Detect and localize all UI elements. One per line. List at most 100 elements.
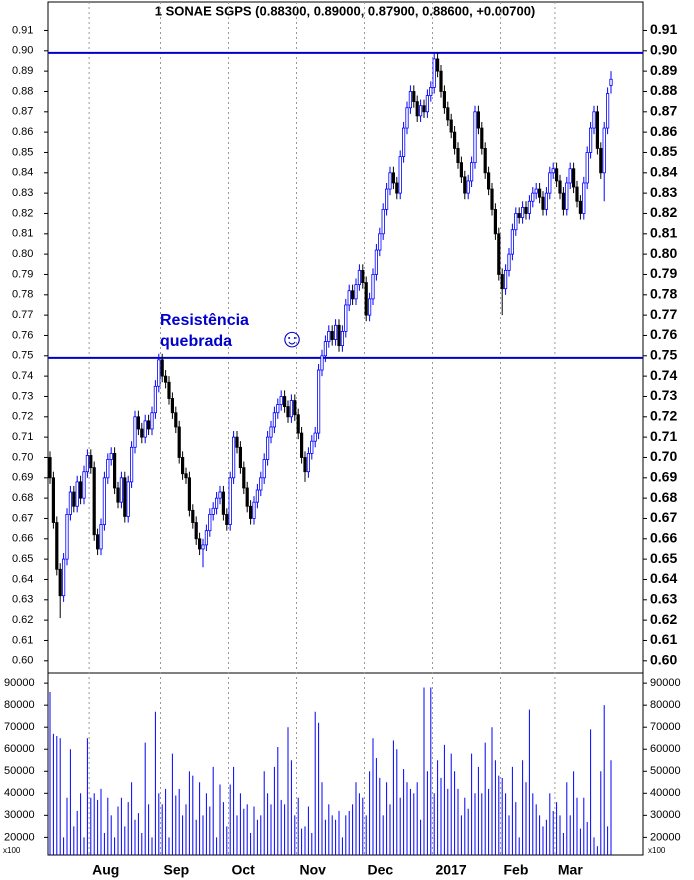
candle-body <box>180 457 185 475</box>
y-tick-label-right: 40000 <box>650 787 681 799</box>
candle-body <box>337 324 341 347</box>
y-tick-label: 80000 <box>4 699 35 711</box>
candle-body <box>177 426 181 458</box>
candle-body <box>303 457 307 473</box>
y-tick-label: 0.70 <box>12 451 33 463</box>
candle-body <box>276 404 280 414</box>
candle-body <box>245 487 249 507</box>
candle-body <box>96 534 100 550</box>
candle-body <box>143 420 147 438</box>
candle-body <box>79 481 83 499</box>
candle-body <box>55 522 59 570</box>
y-tick-label: 0.88 <box>12 85 33 97</box>
candle-body <box>265 436 270 460</box>
y-tick-label: 70000 <box>4 721 35 733</box>
y-tick-label-right: 0.79 <box>650 265 677 281</box>
candle-body <box>160 359 164 377</box>
candle-body <box>599 147 603 174</box>
candle-body <box>167 381 171 399</box>
x-tick-label: Aug <box>92 862 119 878</box>
candle-body <box>289 400 294 418</box>
candle-body <box>589 127 593 153</box>
y-tick-label-right: 0.72 <box>650 408 677 424</box>
candle-body <box>405 107 409 129</box>
y-tick-label: 0.67 <box>12 512 33 524</box>
y-tick-label: 30000 <box>4 809 35 821</box>
y-tick-label: 0.63 <box>12 594 33 606</box>
candle-body <box>541 196 545 210</box>
y-tick-label-right: 20000 <box>650 831 681 843</box>
y-tick-label: 0.68 <box>12 492 33 504</box>
candle-body <box>68 491 72 515</box>
y-tick-label-right: 0.77 <box>650 306 677 322</box>
candle-body <box>58 568 62 597</box>
y-tick-label-right: 0.74 <box>650 367 677 383</box>
candle-body <box>408 91 413 109</box>
candle-body <box>374 249 379 275</box>
annotation-symbol: ☺ <box>279 323 306 353</box>
candle-body <box>248 505 253 519</box>
x-tick-label: Oct <box>232 862 256 878</box>
y-tick-label: 0.74 <box>12 370 33 382</box>
candle-body <box>442 91 447 109</box>
y-tick-label-right: 0.86 <box>650 123 677 139</box>
y-tick-label-right: 0.73 <box>650 387 677 403</box>
candle-body <box>235 436 239 448</box>
candle-body <box>184 473 188 479</box>
candle-body <box>602 127 606 174</box>
y-tick-label: 0.64 <box>12 573 33 585</box>
candle-body <box>412 91 416 103</box>
candle-body <box>572 168 576 188</box>
y-tick-label-right: 0.80 <box>650 245 677 261</box>
candle-body <box>432 58 436 88</box>
candle-body <box>456 147 460 164</box>
candle-body <box>299 432 304 458</box>
candle-body <box>310 440 314 454</box>
candle-body <box>316 369 321 434</box>
candle-body <box>425 95 430 113</box>
candle-body <box>255 489 260 503</box>
candle-body <box>531 192 535 202</box>
candle-body <box>490 188 494 210</box>
candle-body <box>422 105 426 113</box>
candle-body <box>252 501 256 519</box>
y-tick-label: 0.84 <box>12 167 33 179</box>
y-tick-label-right: 0.81 <box>650 225 677 241</box>
candle-body <box>459 162 464 178</box>
candle-body <box>75 481 79 507</box>
candle-body <box>106 459 110 479</box>
chart-title: 1 SONAE SGPS (0.88300, 0.89000, 0.87900,… <box>155 3 536 18</box>
candle-body <box>228 477 232 525</box>
candle-body <box>510 229 515 255</box>
x-tick-label: Feb <box>504 862 529 878</box>
candle-body <box>51 477 56 523</box>
candle-body <box>116 487 120 503</box>
candle-body <box>388 172 392 190</box>
candle-body <box>429 87 433 96</box>
candle-body <box>354 284 358 300</box>
candle-body <box>578 200 583 214</box>
y-tick-label-right: 0.76 <box>650 326 677 342</box>
candle-body <box>313 432 317 442</box>
candle-body <box>381 208 385 235</box>
y-tick-label-right: 0.83 <box>650 184 677 200</box>
candle-body <box>119 477 123 503</box>
candle-body <box>595 111 600 149</box>
y-tick-label-right: 0.60 <box>650 652 677 668</box>
y-tick-label-right: 0.78 <box>650 286 677 302</box>
candle-body <box>269 426 273 438</box>
candle-body <box>123 477 127 517</box>
candle-body <box>551 168 555 174</box>
candle-body <box>201 544 205 550</box>
x-tick-label: Nov <box>300 862 327 878</box>
candle-body <box>109 452 113 460</box>
candle-body <box>231 436 236 479</box>
y-tick-label: 0.62 <box>12 614 33 626</box>
candle-body <box>170 398 174 414</box>
candle-body <box>364 282 368 316</box>
candle-body <box>136 416 140 430</box>
y-tick-label-right: 60000 <box>650 743 681 755</box>
candle-body <box>350 290 355 300</box>
candle-body <box>473 111 477 164</box>
candle-body <box>133 416 137 448</box>
